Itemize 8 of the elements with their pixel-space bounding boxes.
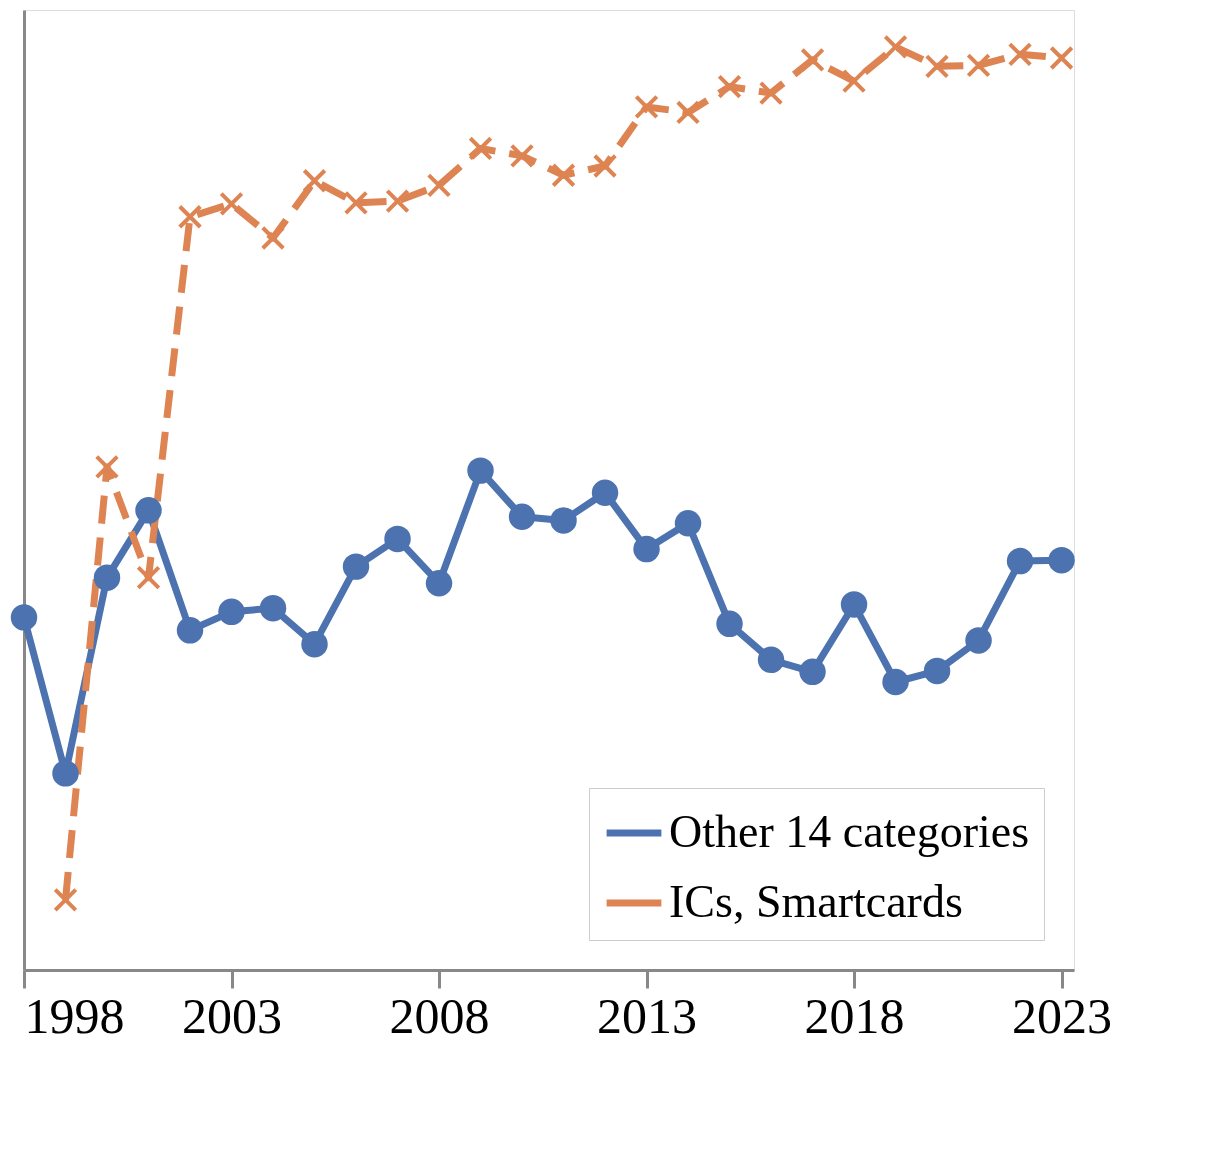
x-tick-label: 2008 (389, 987, 490, 1044)
x-tick-label: 2018 (804, 987, 905, 1044)
x-tick-label: 1998 (24, 987, 125, 1044)
legend-label: ICs, Smartcards (669, 876, 963, 927)
x-tick-label: 2023 (1012, 987, 1113, 1044)
legend-label: Other 14 categories (669, 806, 1030, 857)
x-tick-label: 2013 (597, 987, 698, 1044)
x-tick-label: 2003 (182, 987, 283, 1044)
